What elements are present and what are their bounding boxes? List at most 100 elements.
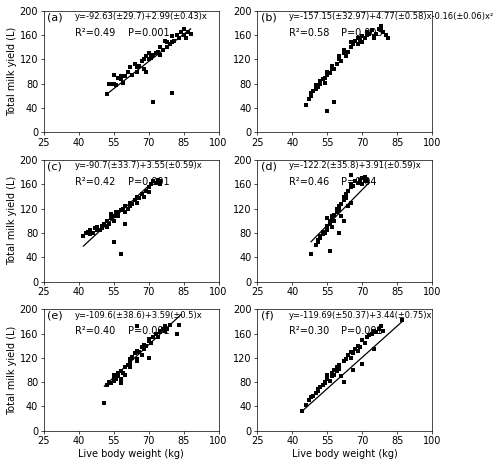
- Point: [328, 223, 336, 231]
- Point: [82, 229, 90, 237]
- Point: [144, 184, 152, 191]
- Point: [164, 44, 172, 51]
- Point: [368, 27, 376, 34]
- Point: [114, 212, 122, 219]
- Point: [98, 225, 106, 232]
- Point: [338, 57, 345, 64]
- Text: P=0.001: P=0.001: [128, 28, 170, 38]
- Point: [302, 402, 310, 409]
- Text: P=0.001: P=0.001: [128, 326, 170, 336]
- Point: [158, 325, 166, 333]
- Point: [352, 38, 360, 45]
- Point: [164, 39, 172, 46]
- Point: [110, 71, 118, 78]
- Point: [356, 36, 364, 44]
- Point: [114, 74, 122, 82]
- Point: [312, 241, 320, 249]
- Point: [122, 202, 130, 209]
- Point: [307, 394, 315, 401]
- Point: [152, 330, 160, 337]
- Point: [330, 211, 338, 219]
- Point: [133, 199, 141, 206]
- Point: [116, 206, 124, 213]
- Point: [133, 347, 141, 354]
- Point: [138, 343, 145, 351]
- Point: [126, 199, 134, 206]
- Point: [346, 171, 354, 179]
- Point: [330, 98, 338, 106]
- Point: [156, 329, 164, 336]
- Point: [328, 62, 336, 69]
- Point: [128, 353, 136, 360]
- Point: [110, 212, 118, 219]
- Text: (e): (e): [48, 311, 63, 321]
- Point: [133, 68, 141, 75]
- Point: [154, 48, 162, 56]
- Point: [354, 41, 362, 48]
- Point: [314, 237, 322, 244]
- Point: [119, 370, 127, 377]
- Point: [324, 68, 332, 75]
- Point: [110, 371, 118, 379]
- Point: [374, 26, 382, 33]
- Point: [122, 220, 130, 227]
- Point: [316, 234, 324, 241]
- Point: [84, 228, 92, 235]
- Point: [133, 357, 141, 365]
- Point: [86, 231, 94, 238]
- Point: [140, 56, 148, 63]
- Point: [138, 351, 145, 359]
- Point: [110, 217, 118, 225]
- Point: [178, 28, 186, 36]
- Point: [349, 182, 357, 189]
- Point: [122, 208, 130, 215]
- Point: [136, 62, 143, 69]
- Point: [340, 378, 347, 386]
- Text: R²=0.58: R²=0.58: [289, 28, 330, 38]
- Text: (c): (c): [48, 161, 62, 171]
- Text: P=0.001: P=0.001: [128, 177, 170, 187]
- Point: [128, 200, 136, 207]
- Point: [307, 92, 315, 100]
- Point: [108, 380, 116, 387]
- Point: [346, 348, 354, 356]
- Point: [310, 87, 318, 95]
- Point: [168, 89, 176, 96]
- Point: [142, 53, 150, 60]
- Point: [358, 39, 366, 46]
- Point: [144, 56, 152, 63]
- Text: y=-109.6(±38.6)+3.59(±0.5)x: y=-109.6(±38.6)+3.59(±0.5)x: [75, 311, 203, 320]
- Point: [332, 61, 340, 68]
- Point: [324, 71, 332, 78]
- Point: [307, 250, 315, 258]
- Point: [377, 322, 385, 330]
- Point: [114, 372, 122, 380]
- Point: [126, 63, 134, 70]
- Point: [328, 65, 336, 72]
- Point: [360, 178, 368, 185]
- Point: [340, 193, 347, 200]
- Point: [321, 378, 329, 386]
- Point: [144, 335, 152, 342]
- Point: [324, 374, 332, 381]
- Point: [330, 65, 338, 72]
- Point: [372, 329, 380, 336]
- Point: [349, 350, 357, 357]
- Point: [96, 226, 104, 233]
- Point: [102, 223, 110, 231]
- Point: [102, 217, 110, 225]
- Point: [338, 212, 345, 219]
- Point: [342, 356, 350, 363]
- Point: [156, 178, 164, 185]
- Point: [152, 50, 160, 57]
- Point: [108, 210, 116, 217]
- Point: [116, 380, 124, 387]
- Point: [182, 34, 190, 42]
- Point: [88, 229, 96, 237]
- Point: [156, 327, 164, 334]
- Point: [112, 374, 120, 381]
- Point: [316, 384, 324, 391]
- Point: [330, 217, 338, 225]
- Text: P=0.001: P=0.001: [342, 326, 383, 336]
- Point: [312, 85, 320, 92]
